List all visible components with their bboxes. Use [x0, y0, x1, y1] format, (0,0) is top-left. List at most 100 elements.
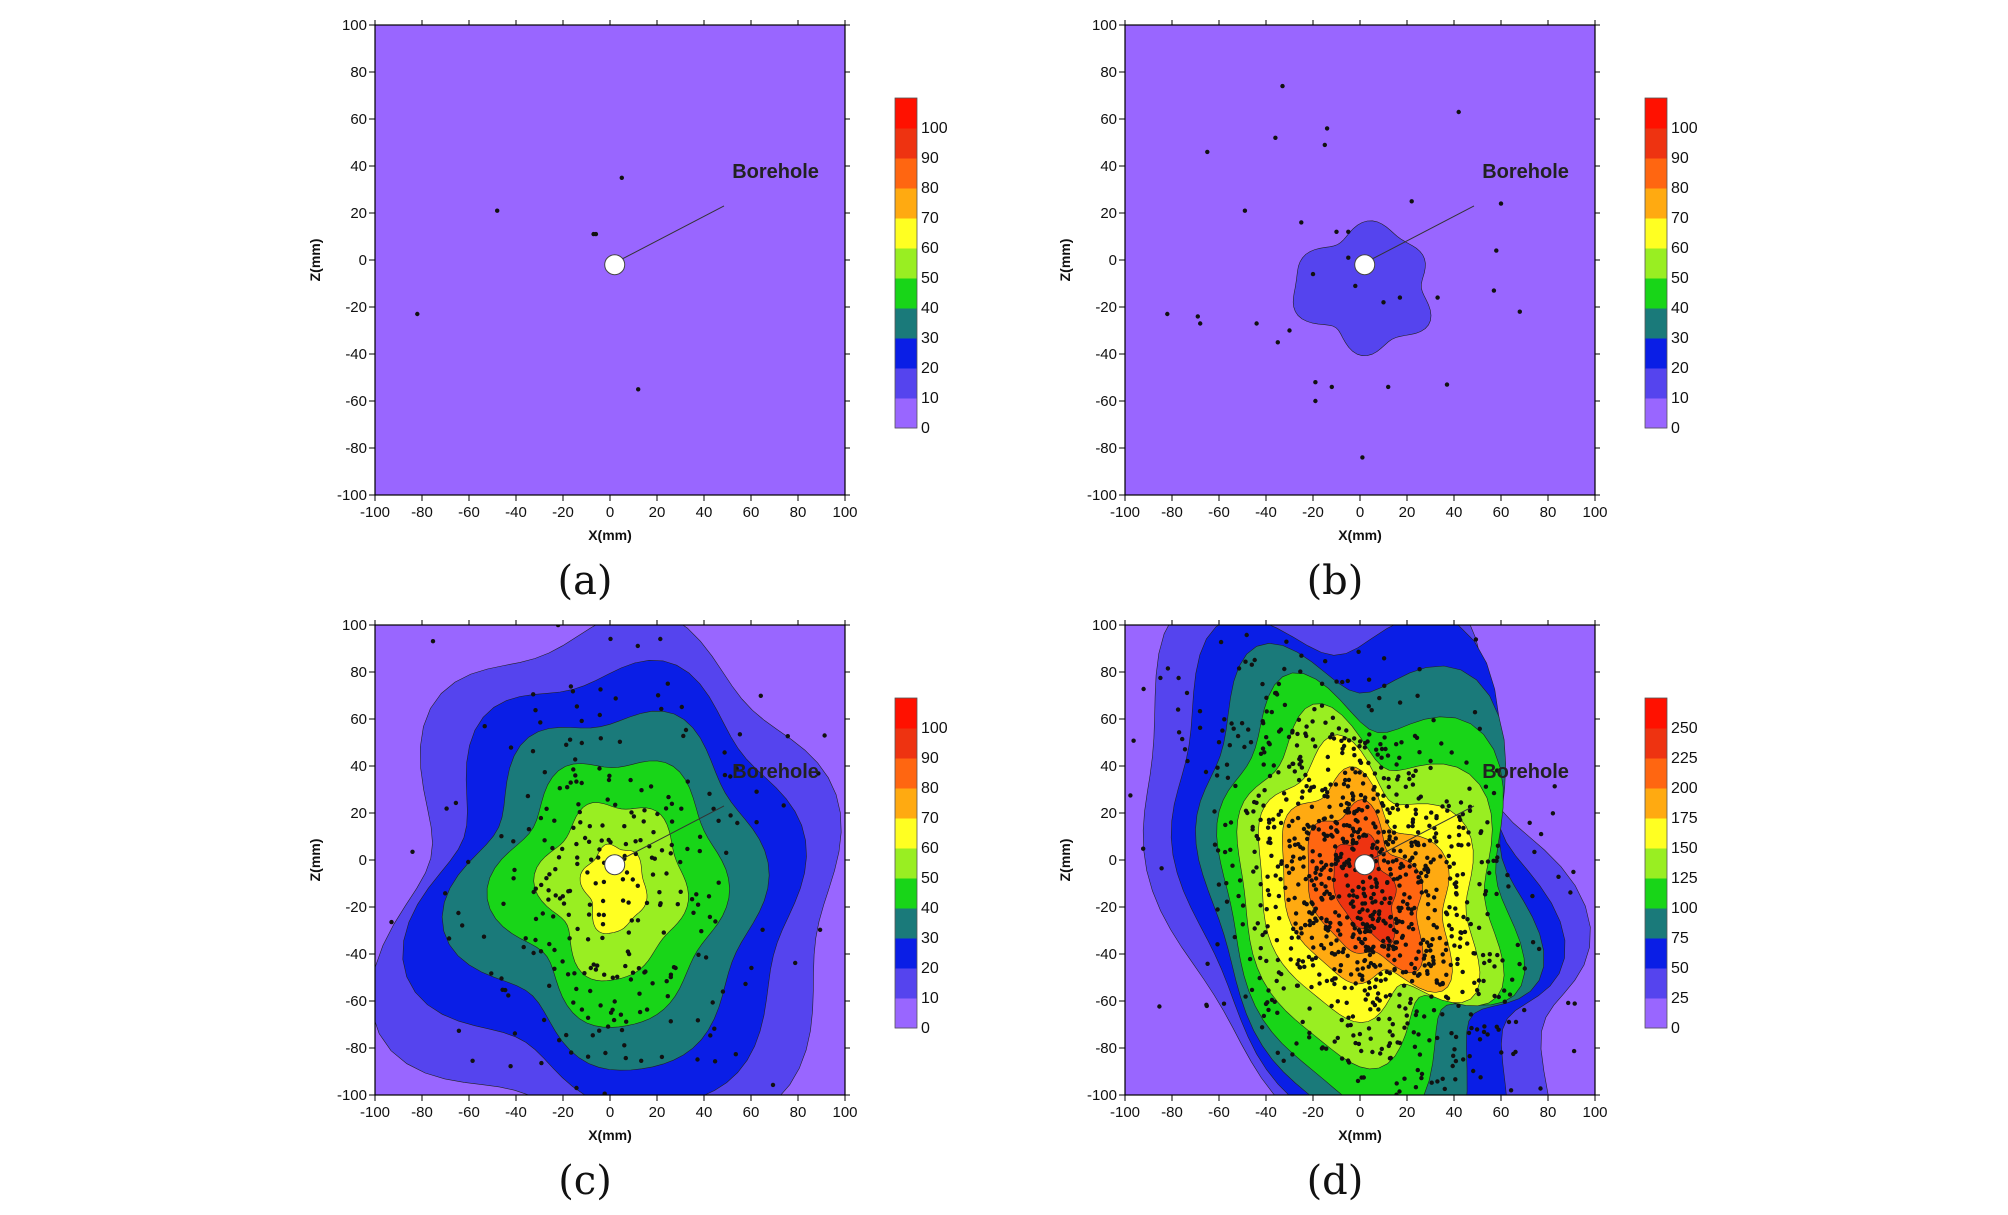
event-point [1481, 978, 1486, 984]
event-point [1430, 954, 1436, 960]
event-point [1235, 733, 1241, 739]
event-point [1456, 825, 1462, 830]
event-point [574, 986, 579, 992]
event-point [1476, 991, 1481, 997]
event-point [1426, 943, 1432, 949]
event-point [539, 882, 544, 888]
event-point [665, 681, 670, 686]
event-point [1341, 946, 1346, 952]
borehole-label: Borehole [732, 161, 819, 183]
event-point [1394, 940, 1400, 945]
y-tick-label: 40 [1100, 758, 1117, 775]
colorbar-tick-label: 100 [921, 720, 948, 737]
event-point [644, 1007, 650, 1012]
event-point [1275, 957, 1281, 963]
y-tick-label: 20 [350, 205, 367, 222]
event-point [512, 1031, 518, 1036]
event-point [564, 1032, 569, 1038]
event-point [531, 692, 536, 697]
event-point [1346, 810, 1352, 815]
colorbar-tick-label: 0 [921, 1020, 930, 1037]
event-point [1347, 893, 1352, 898]
event-point [1277, 916, 1282, 921]
y-tick-label: 100 [342, 617, 367, 634]
event-point [711, 806, 716, 811]
event-point [1360, 781, 1366, 786]
event-point [1412, 966, 1418, 971]
contour-layers [415, 175, 641, 392]
event-point [675, 902, 680, 907]
event-point [1287, 328, 1292, 333]
event-point [1260, 681, 1265, 687]
event-point [1251, 869, 1256, 874]
event-point [1250, 824, 1255, 830]
event-point [1376, 830, 1381, 835]
event-point [1492, 993, 1497, 999]
event-point [1336, 894, 1342, 899]
event-point [1270, 817, 1276, 822]
event-point [1272, 999, 1277, 1004]
event-point [1320, 897, 1325, 902]
event-point [1276, 812, 1281, 817]
colorbar-tick-label: 75 [1671, 930, 1689, 947]
event-point [1409, 978, 1415, 984]
y-tick-label: -40 [1095, 946, 1117, 963]
event-point [644, 900, 650, 906]
event-point [1400, 899, 1406, 904]
event-point [525, 793, 531, 799]
y-tick-label: 80 [350, 664, 367, 681]
event-point [1487, 952, 1492, 957]
event-point [1275, 1050, 1280, 1055]
event-point [1413, 807, 1418, 812]
event-point [618, 1012, 624, 1017]
event-point [1372, 984, 1378, 989]
event-point [668, 1019, 673, 1024]
colorbar-tick-label: 20 [1671, 360, 1689, 377]
event-point [635, 643, 640, 649]
event-point [1480, 952, 1486, 958]
panel-caption-a: (a) [557, 558, 613, 604]
event-point [1258, 882, 1263, 887]
event-point [1309, 935, 1315, 940]
y-tick-label: 60 [350, 711, 367, 728]
event-point [1352, 926, 1357, 931]
event-point [591, 962, 596, 967]
x-tick-label: 100 [832, 504, 857, 521]
event-point [1267, 836, 1272, 841]
event-point [1365, 804, 1370, 810]
event-point [1385, 880, 1390, 885]
event-point [553, 893, 558, 898]
event-point [566, 912, 571, 917]
event-point [1245, 810, 1250, 816]
event-point [1424, 873, 1429, 879]
event-point [1328, 941, 1334, 946]
event-point [1128, 793, 1133, 798]
event-point [1496, 994, 1501, 1000]
y-tick-label: 80 [1100, 664, 1117, 681]
event-point [544, 876, 549, 881]
event-point [1239, 721, 1245, 726]
event-point [1538, 1086, 1543, 1091]
event-point [1406, 925, 1412, 930]
event-point [1374, 846, 1380, 851]
event-point [1393, 836, 1398, 841]
y-tick-label: -40 [345, 346, 367, 363]
event-point [1418, 870, 1424, 876]
event-point [1527, 820, 1532, 825]
event-point [1310, 737, 1316, 742]
event-point [1345, 1058, 1351, 1063]
event-point [1412, 905, 1417, 911]
event-point [531, 950, 536, 956]
event-point [1330, 895, 1336, 900]
event-point [585, 937, 591, 942]
event-point [639, 788, 644, 793]
colorbar-tick-label: 60 [1671, 240, 1689, 257]
event-point [1378, 1051, 1383, 1056]
event-point [600, 935, 605, 941]
event-point [713, 919, 718, 924]
event-point [1416, 842, 1421, 848]
event-point [1352, 753, 1357, 758]
event-point [544, 806, 549, 811]
event-point [679, 704, 684, 710]
event-point [1325, 790, 1330, 795]
